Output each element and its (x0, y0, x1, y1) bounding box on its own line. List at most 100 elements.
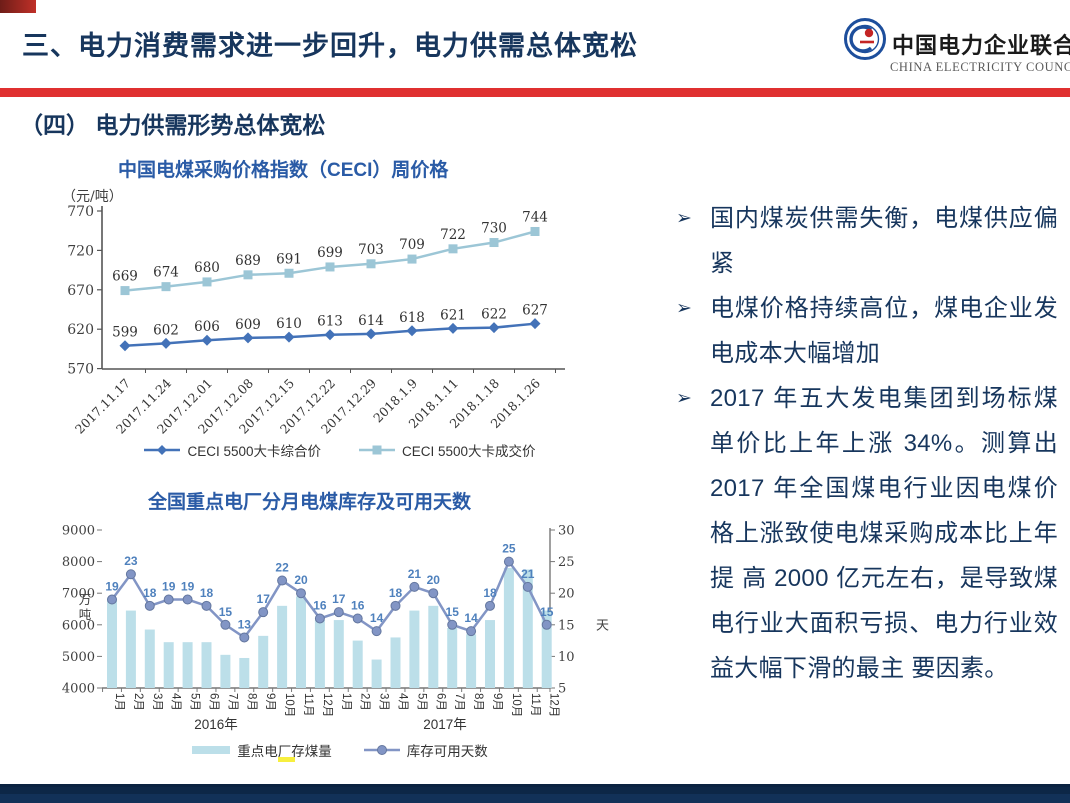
svg-text:8000: 8000 (62, 555, 95, 570)
cec-logo-emblem (844, 18, 886, 60)
svg-text:23: 23 (124, 554, 138, 568)
legend-label: 重点电厂存煤量 (237, 744, 332, 759)
svg-text:15: 15 (558, 618, 575, 633)
svg-text:703: 703 (358, 242, 384, 258)
svg-text:万: 万 (79, 593, 92, 607)
bullet-text: 电煤价格持续高位，煤电企业发电成本大幅增加 (710, 295, 1058, 367)
svg-text:18: 18 (143, 586, 157, 600)
page-title: 三、电力消费需求进一步回升，电力供需总体宽松 (22, 31, 638, 61)
svg-text:15: 15 (540, 605, 554, 619)
svg-text:7月: 7月 (226, 693, 238, 711)
svg-text:10月: 10月 (283, 693, 295, 717)
key-points-panel: ➢ 国内煤炭供需失衡，电煤供应偏紧 ➢ 电煤价格持续高位，煤电企业发电成本大幅增… (676, 196, 1058, 691)
svg-text:613: 613 (317, 314, 343, 330)
svg-text:22: 22 (275, 561, 289, 575)
svg-text:7000: 7000 (62, 587, 95, 602)
svg-text:622: 622 (481, 307, 507, 323)
svg-text:610: 610 (276, 316, 302, 332)
svg-text:10: 10 (558, 650, 575, 665)
svg-text:6月: 6月 (434, 693, 446, 711)
svg-text:691: 691 (276, 251, 302, 267)
legend-label: CECI 5500大卡成交价 (402, 444, 536, 459)
svg-text:21: 21 (408, 567, 422, 581)
svg-text:2016年: 2016年 (194, 717, 238, 732)
svg-text:670: 670 (67, 283, 94, 299)
svg-text:730: 730 (481, 221, 507, 237)
svg-text:21: 21 (521, 567, 535, 581)
bullet-cost-increase: ➢ 2017 年五大发电集团到场标煤单价比上年上涨 34%。测算出2017 年全… (676, 376, 1058, 691)
svg-text:1月: 1月 (113, 693, 125, 711)
footer-bar (0, 784, 1070, 803)
svg-text:680: 680 (194, 260, 220, 276)
svg-text:天: 天 (596, 617, 609, 632)
ceci-price-chart-title: 中国电煤采购价格指数（CECI）周价格 (118, 160, 449, 181)
svg-text:10月: 10月 (510, 693, 522, 717)
svg-text:8月: 8月 (472, 693, 484, 711)
svg-text:9月: 9月 (264, 693, 276, 711)
svg-text:744: 744 (522, 209, 548, 225)
svg-text:4月: 4月 (170, 693, 182, 711)
svg-text:20: 20 (294, 573, 308, 587)
svg-text:9000: 9000 (62, 524, 95, 539)
svg-text:621: 621 (440, 307, 466, 323)
svg-text:12月: 12月 (321, 693, 333, 717)
svg-text:16: 16 (351, 598, 365, 612)
svg-text:17: 17 (257, 592, 271, 606)
svg-text:19: 19 (162, 580, 176, 594)
svg-text:13: 13 (238, 617, 252, 631)
bar-swatch-icon (192, 746, 231, 754)
svg-text:606: 606 (194, 319, 220, 335)
svg-text:11月: 11月 (529, 693, 541, 716)
svg-text:4月: 4月 (397, 693, 409, 711)
ceci-price-chart-legend: CECI 5500大卡综合价 CECI 5500大卡成交价 (60, 440, 620, 460)
svg-text:570: 570 (67, 362, 94, 378)
bullet-text: 国内煤炭供需失衡，电煤供应偏紧 (710, 205, 1058, 277)
arrow-bullet-icon: ➢ (676, 298, 692, 319)
coal-stock-chart-legend: 重点电厂存煤量 库存可用天数 (55, 740, 625, 760)
svg-text:5000: 5000 (62, 650, 95, 665)
org-name-en: CHINA ELECTRICITY COUNCIL (890, 60, 1070, 74)
section-title: （四） 电力供需形势总体宽松 (20, 112, 326, 138)
coal-stock-chart: 4000 5000 6000 7000 8000 9000 万吨 5 10 15 20 25 30 天 19… (62, 524, 609, 733)
svg-text:722: 722 (440, 227, 466, 243)
coal-stock-chart-title: 全国重点电厂分月电煤库存及可用天数 (148, 492, 472, 513)
svg-text:1月: 1月 (340, 693, 352, 711)
svg-text:599: 599 (112, 325, 138, 341)
svg-text:720: 720 (67, 243, 94, 259)
legend-item-available-days: 库存可用天数 (363, 740, 488, 760)
arrow-bullet-icon: ➢ (676, 388, 692, 409)
svg-text:19: 19 (181, 580, 195, 594)
svg-text:669: 669 (112, 269, 138, 285)
svg-text:618: 618 (399, 310, 425, 326)
line-circle-marker-icon (363, 745, 400, 755)
line-square-marker-icon (359, 445, 395, 455)
svg-text:602: 602 (153, 322, 179, 338)
bullet-text: 2017 年五大发电集团到场标煤单价比上年上涨 34%。测算出2017 年全国煤… (710, 385, 1058, 682)
ceci-price-chart-unit-label: （元/吨） (62, 189, 123, 205)
svg-text:20: 20 (427, 573, 441, 587)
header-divider-bar (0, 88, 1070, 97)
svg-text:11月: 11月 (302, 693, 314, 716)
yellow-highlight-mark (278, 757, 295, 762)
svg-text:19: 19 (105, 580, 119, 594)
svg-text:699: 699 (317, 245, 343, 261)
arrow-bullet-icon: ➢ (676, 208, 692, 229)
svg-text:6000: 6000 (62, 618, 95, 633)
svg-text:689: 689 (235, 253, 261, 269)
svg-text:18: 18 (483, 586, 497, 600)
org-name-cn: 中国电力企业联合会 (892, 33, 1070, 58)
svg-text:5月: 5月 (189, 693, 201, 711)
legend-label: 库存可用天数 (406, 744, 488, 759)
legend-item-transaction-price: CECI 5500大卡成交价 (359, 440, 536, 460)
svg-text:3月: 3月 (378, 693, 390, 711)
svg-text:3月: 3月 (151, 693, 163, 711)
line-diamond-marker-icon (144, 445, 181, 455)
svg-text:770: 770 (67, 204, 94, 220)
svg-text:25: 25 (502, 542, 516, 556)
svg-text:5月: 5月 (415, 693, 427, 711)
ceci-price-chart: 7707206706205702017.11.172017.11.242017.… (67, 204, 565, 437)
svg-text:30: 30 (558, 524, 575, 539)
svg-text:17: 17 (332, 592, 346, 606)
svg-text:14: 14 (370, 611, 384, 625)
